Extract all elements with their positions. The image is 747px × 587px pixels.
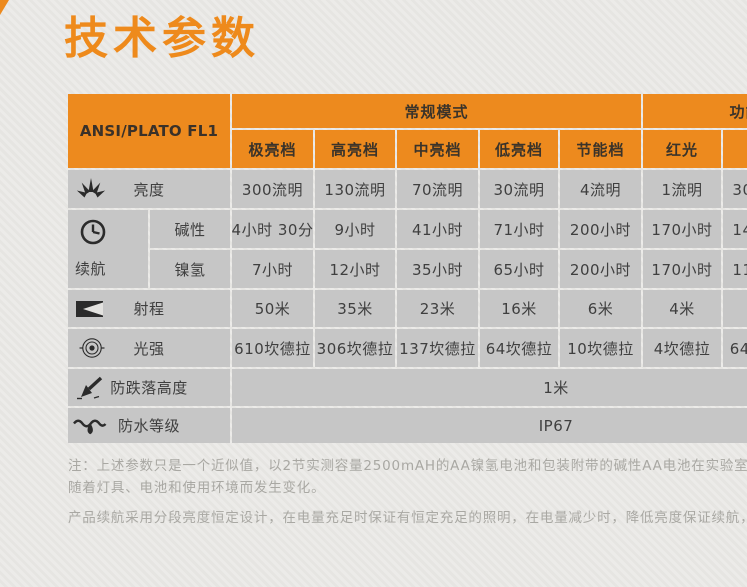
row-label-text: 亮度: [133, 180, 165, 199]
intensity-icon: [79, 336, 105, 360]
column-header-mid: 中亮档: [397, 130, 478, 168]
value-cell: 10坎德拉: [560, 329, 641, 367]
value-cell: [723, 290, 747, 327]
column-header-eco: 节能档: [560, 130, 641, 168]
column-header-high: 高亮档: [315, 130, 395, 168]
footnote-line: 随着灯具、电池和使用环境而发生变化。: [68, 480, 326, 496]
value-cell: 200小时: [560, 250, 641, 288]
value-cell: 306坎德拉: [315, 329, 395, 367]
column-header-clipped-1: [723, 130, 747, 168]
value-cell: 4流明: [560, 170, 641, 208]
row-label-intensity: 光强: [68, 329, 230, 367]
value-cell: 71小时: [480, 210, 558, 248]
group-header-normal-mode: 常规模式: [232, 94, 641, 128]
value-cell: 300流明: [723, 170, 747, 208]
row-label-text: 射程: [133, 300, 165, 318]
value-cell: 610坎德拉: [232, 329, 313, 367]
value-cell: 110小时: [723, 250, 747, 288]
column-header-low: 低亮档: [480, 130, 558, 168]
value-cell: 4坎德拉: [643, 329, 721, 367]
value-cell: 6米: [560, 290, 641, 327]
value-cell-impact: 1米: [232, 369, 747, 406]
footnote-runtime-design: 产品续航采用分段亮度恒定设计，在电量充足时保证有恒定充足的照明，在电量减少时，降…: [68, 507, 747, 529]
value-cell: 41小时: [397, 210, 478, 248]
row-label-text: 防水等级: [117, 417, 180, 435]
value-cell: 16米: [480, 290, 558, 327]
value-cell: 23米: [397, 290, 478, 327]
waterproof-icon: [73, 415, 107, 437]
value-cell: 50米: [232, 290, 313, 327]
value-cell-waterproof: IP67: [232, 408, 747, 443]
value-cell: 300流明: [232, 170, 313, 208]
row-label-text: 光强: [133, 339, 165, 358]
row-label-waterproof: 防水等级: [68, 408, 230, 443]
value-cell: 64坎德拉: [480, 329, 558, 367]
row-label-text: 防跌落高度: [110, 379, 188, 397]
row-label-impact-resistance: 防跌落高度: [68, 369, 230, 406]
value-cell: 140小时: [723, 210, 747, 248]
value-cell: 130流明: [315, 170, 395, 208]
value-cell: 35小时: [397, 250, 478, 288]
row-label-text: 续航: [75, 260, 107, 278]
column-header-turbo: 极亮档: [232, 130, 313, 168]
row-label-beam-distance: 射程: [68, 290, 230, 327]
value-cell: 70流明: [397, 170, 478, 208]
value-cell: 64坎德拉: [723, 329, 747, 367]
page-title: 技术参数: [64, 13, 260, 64]
value-cell: 170小时: [643, 210, 721, 248]
table-corner-label: ANSI/PLATO FL1: [68, 94, 230, 168]
row-label-brightness: 亮度: [68, 170, 230, 208]
value-cell: 4米: [643, 290, 721, 327]
value-cell: 35米: [315, 290, 395, 327]
column-header-red: 红光: [643, 130, 721, 168]
value-cell: 137坎德拉: [397, 329, 478, 367]
value-cell: 9小时: [315, 210, 395, 248]
value-cell: 65小时: [480, 250, 558, 288]
sub-label-nimh: 镍氢: [150, 250, 230, 288]
beam-distance-icon: [75, 299, 105, 319]
footnote-line: 注：上述参数只是一个近似值，以2节实测容量2500mAH的AA镍氢电池和包装附带…: [68, 458, 747, 474]
value-cell: 170小时: [643, 250, 721, 288]
sub-label-alkaline: 碱性: [150, 210, 230, 248]
group-header-function-mode: 功能模式: [643, 94, 747, 128]
footnote-line: 产品续航采用分段亮度恒定设计，在电量充足时保证有恒定充足的照明，在电量减少时，降…: [68, 510, 747, 526]
corner-decoration: [0, 0, 9, 15]
value-cell: 12小时: [315, 250, 395, 288]
value-cell: 200小时: [560, 210, 641, 248]
spec-table: ANSI/PLATO FL1 常规模式 功能模式 极亮档 高亮档 中亮档 低亮档…: [68, 94, 747, 443]
footnote-disclaimer: 注：上述参数只是一个近似值，以2节实测容量2500mAH的AA镍氢电池和包装附带…: [68, 455, 747, 499]
value-cell: 1流明: [643, 170, 721, 208]
value-cell: 7小时: [232, 250, 313, 288]
clock-icon: [79, 218, 107, 246]
impact-resistance-icon: [75, 376, 105, 400]
row-label-runtime: 续航: [68, 210, 148, 288]
value-cell: 30流明: [480, 170, 558, 208]
brightness-icon: [75, 177, 107, 201]
value-cell: 4小时 30分: [232, 210, 313, 248]
